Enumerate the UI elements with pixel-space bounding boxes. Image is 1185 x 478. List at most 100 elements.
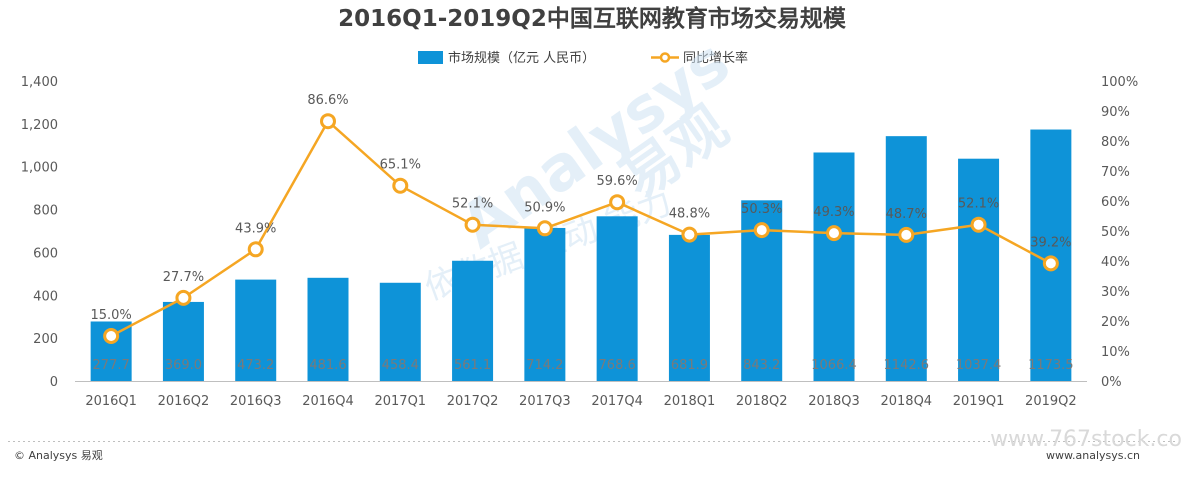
growth-value-label: 52.1% bbox=[958, 197, 999, 212]
x-tick-label: 2018Q1 bbox=[664, 394, 716, 409]
y-left-tick-label: 1,200 bbox=[21, 118, 58, 133]
legend-label-line: 同比增长率 bbox=[683, 50, 748, 66]
growth-value-label: 59.6% bbox=[596, 174, 637, 189]
y-left-tick-label: 200 bbox=[33, 332, 58, 347]
legend-swatch-marker bbox=[659, 52, 671, 63]
y-left-tick-label: 800 bbox=[33, 204, 58, 219]
growth-value-label: 65.1% bbox=[380, 158, 421, 173]
growth-point bbox=[970, 216, 987, 233]
y-right-tick-label: 30% bbox=[1101, 285, 1130, 300]
growth-value-label: 48.7% bbox=[886, 207, 927, 222]
source-watermark: www.767stock.co bbox=[990, 427, 1182, 452]
y-axis-left: 0 200 400 600 800 1,000 1,200 1,400 bbox=[21, 75, 58, 390]
growth-point bbox=[464, 216, 481, 233]
bar bbox=[307, 277, 349, 381]
growth-point bbox=[175, 289, 192, 306]
y-right-tick-label: 40% bbox=[1101, 255, 1130, 270]
bar-data-labels: 277.7 369.0 473.2 481.6 458.4 561.1 714.2 768.6… bbox=[93, 358, 1074, 373]
footer-url: www.analysys.cn bbox=[1046, 449, 1140, 462]
y-right-tick-label: 90% bbox=[1101, 105, 1130, 120]
line-series bbox=[103, 113, 1059, 344]
x-tick-label: 2016Q1 bbox=[85, 394, 137, 409]
growth-value-label: 48.8% bbox=[669, 207, 710, 222]
bar bbox=[885, 136, 927, 381]
y-right-tick-label: 80% bbox=[1101, 135, 1130, 150]
bar-value-label: 768.6 bbox=[599, 358, 636, 373]
y-left-tick-label: 1,400 bbox=[21, 75, 58, 90]
line-data-labels: 15.0% 27.7% 43.9% 86.6% 65.1% 52.1% 50.9% 59.6%… bbox=[90, 93, 1071, 323]
bar bbox=[452, 260, 494, 381]
x-tick-label: 2018Q3 bbox=[808, 394, 860, 409]
bar bbox=[379, 282, 421, 381]
bar-value-label: 458.4 bbox=[382, 358, 419, 373]
x-axis: 2016Q1 2016Q2 2016Q3 2016Q4 2017Q1 2017Q2 2017… bbox=[85, 394, 1076, 409]
growth-value-label: 52.1% bbox=[452, 197, 493, 212]
growth-point bbox=[392, 177, 409, 194]
x-tick-label: 2018Q2 bbox=[736, 394, 788, 409]
growth-point bbox=[103, 328, 120, 344]
bar-value-label: 473.2 bbox=[237, 358, 274, 373]
y-right-tick-label: 100% bbox=[1101, 75, 1138, 90]
growth-point bbox=[320, 113, 336, 130]
growth-point bbox=[826, 225, 842, 242]
x-tick-label: 2017Q4 bbox=[591, 394, 643, 409]
growth-point bbox=[1042, 255, 1059, 272]
bar-value-label: 1142.6 bbox=[884, 358, 930, 373]
y-right-tick-label: 70% bbox=[1101, 165, 1130, 180]
chart-title: 2016Q1-2019Q2中国互联网教育市场交易规模 bbox=[338, 5, 847, 32]
growth-value-label: 43.9% bbox=[235, 221, 276, 236]
y-right-tick-label: 20% bbox=[1101, 315, 1130, 330]
growth-point bbox=[681, 226, 698, 243]
growth-value-label: 86.6% bbox=[307, 93, 348, 108]
y-right-tick-label: 10% bbox=[1101, 345, 1130, 360]
legend-label-bar: 市场规模（亿元 人民币） bbox=[448, 50, 595, 66]
growth-value-label: 27.7% bbox=[163, 270, 204, 285]
growth-point bbox=[898, 226, 915, 243]
bar-value-label: 1173.5 bbox=[1028, 358, 1074, 373]
bar bbox=[162, 301, 204, 381]
bar bbox=[235, 279, 277, 381]
bar bbox=[596, 216, 638, 381]
bar bbox=[668, 234, 710, 381]
growth-value-label: 15.0% bbox=[90, 308, 131, 323]
y-right-tick-label: 0% bbox=[1101, 375, 1122, 390]
x-tick-label: 2016Q3 bbox=[230, 394, 282, 409]
growth-value-label: 50.3% bbox=[741, 202, 782, 217]
bar bbox=[524, 227, 566, 381]
y-left-tick-label: 600 bbox=[33, 246, 58, 261]
y-right-tick-label: 50% bbox=[1101, 225, 1130, 240]
bar-series bbox=[90, 129, 1072, 381]
x-tick-label: 2017Q1 bbox=[374, 394, 426, 409]
x-tick-label: 2019Q1 bbox=[953, 394, 1005, 409]
bar-value-label: 481.6 bbox=[309, 358, 346, 373]
bar-value-label: 277.7 bbox=[93, 358, 130, 373]
x-tick-label: 2019Q2 bbox=[1025, 394, 1077, 409]
growth-value-label: 50.9% bbox=[524, 200, 565, 215]
y-axis-right: 0% 10% 20% 30% 40% 50% 60% 70% 80% 90% 100% bbox=[1101, 75, 1138, 390]
bar-value-label: 561.1 bbox=[454, 358, 491, 373]
x-tick-label: 2017Q2 bbox=[447, 394, 499, 409]
growth-value-label: 49.3% bbox=[813, 205, 854, 220]
y-right-tick-label: 60% bbox=[1101, 195, 1130, 210]
bar bbox=[958, 158, 1000, 381]
y-left-tick-label: 400 bbox=[33, 289, 58, 304]
growth-line bbox=[110, 119, 1052, 338]
bar-value-label: 843.2 bbox=[743, 358, 780, 373]
growth-point bbox=[536, 220, 553, 237]
legend: 市场规模（亿元 人民币） 同比增长率 bbox=[418, 50, 748, 66]
x-tick-label: 2016Q4 bbox=[302, 394, 354, 409]
growth-point bbox=[609, 194, 626, 211]
y-left-tick-label: 0 bbox=[50, 375, 58, 390]
growth-point bbox=[753, 222, 770, 239]
legend-swatch-bar bbox=[418, 51, 443, 64]
growth-value-label: 39.2% bbox=[1030, 235, 1071, 250]
bar-value-label: 681.9 bbox=[671, 358, 708, 373]
footer-copyright: © Analysys 易观 bbox=[14, 449, 103, 462]
y-left-tick-label: 1,000 bbox=[21, 161, 58, 176]
x-tick-label: 2017Q3 bbox=[519, 394, 571, 409]
growth-point bbox=[247, 241, 264, 258]
x-tick-label: 2018Q4 bbox=[880, 394, 932, 409]
x-tick-label: 2016Q2 bbox=[158, 394, 210, 409]
bar-value-label: 1037.4 bbox=[956, 358, 1002, 373]
